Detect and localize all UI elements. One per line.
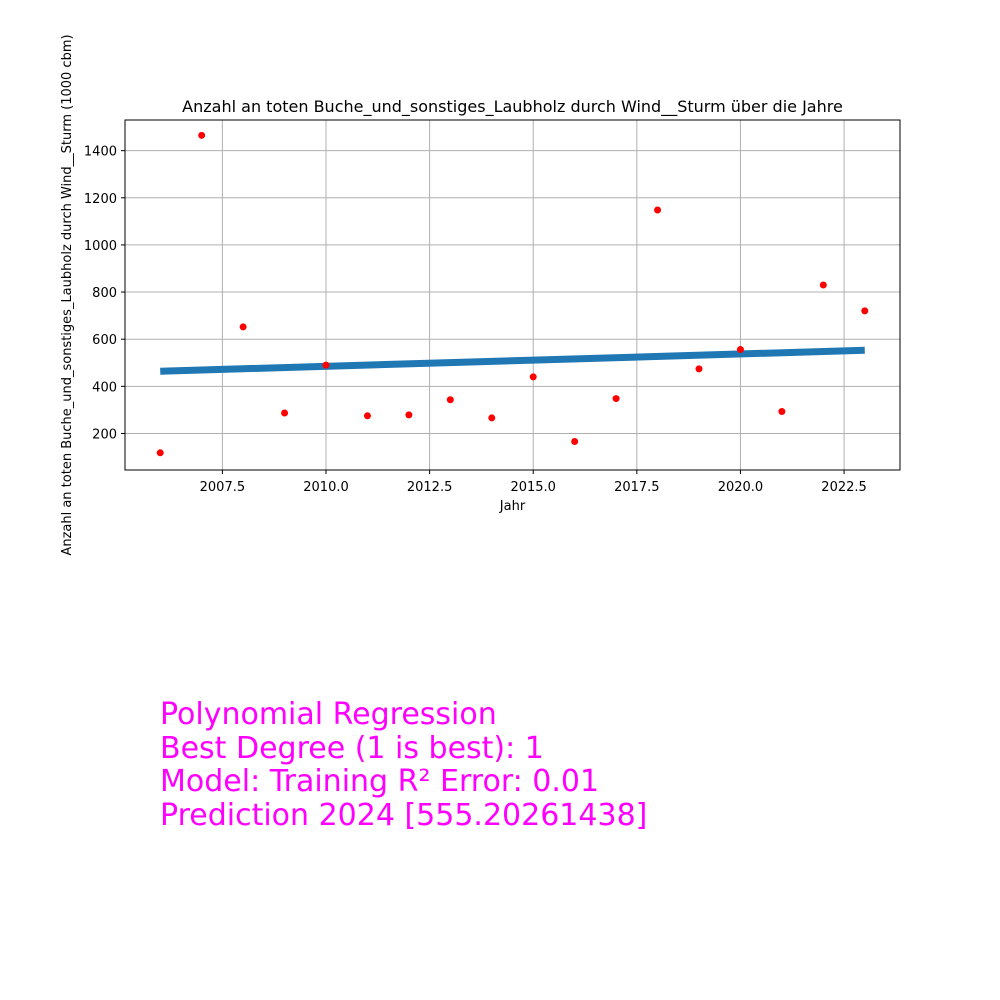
summary-prediction: Prediction 2024 [555.20261438] [160, 797, 648, 833]
data-point [612, 395, 620, 403]
data-point [695, 365, 703, 373]
x-tick-label: 2010.0 [303, 480, 349, 495]
y-tick-label: 1400 [84, 145, 117, 160]
data-point [156, 449, 164, 457]
model-summary: Polynomial Regression Best Degree (1 is … [160, 698, 647, 832]
chart-title: Anzahl an toten Buche_und_sonstiges_Laub… [182, 97, 843, 117]
y-tick-label: 600 [92, 333, 117, 348]
data-point [529, 373, 537, 381]
y-tick-label: 400 [92, 380, 117, 395]
data-point [778, 408, 786, 416]
y-tick-label: 200 [92, 427, 117, 442]
data-point [488, 414, 496, 422]
x-tick-label: 2012.5 [407, 480, 453, 495]
regression-line [160, 346, 865, 375]
data-point [861, 307, 869, 315]
x-tick-label: 2022.5 [821, 480, 867, 495]
data-point [736, 346, 744, 354]
data-point [322, 361, 330, 369]
regression-series [160, 346, 865, 375]
y-tick-label: 800 [92, 286, 117, 301]
data-point [571, 437, 579, 445]
x-tick-label: 2007.5 [200, 480, 246, 495]
x-axis: 2007.5 2010.0 2012.5 2015.0 2017.5 2020.0 2022… [200, 470, 867, 495]
data-point [198, 131, 206, 139]
data-point [654, 206, 662, 214]
scatter-series [156, 131, 869, 457]
data-point [239, 323, 247, 331]
summary-best-degree: Best Degree (1 is best): 1 [160, 730, 544, 766]
data-point [405, 411, 413, 419]
y-tick-label: 1000 [84, 239, 117, 254]
y-axis-label: Anzahl an toten Buche_und_sonstiges_Laub… [60, 34, 75, 555]
summary-method: Polynomial Regression [160, 697, 497, 732]
x-tick-label: 2020.0 [718, 480, 764, 495]
data-point [281, 409, 289, 417]
data-point [363, 412, 371, 420]
data-point [446, 396, 454, 404]
y-axis: 200 400 600 800 1000 1200 1400 [84, 145, 125, 442]
x-axis-label: Jahr [499, 499, 526, 514]
summary-training-error: Model: Training R² Error: 0.01 [160, 764, 600, 799]
y-tick-label: 1200 [84, 192, 117, 207]
x-tick-label: 2017.5 [614, 480, 660, 495]
plot-frame [124, 119, 901, 471]
x-tick-label: 2015.0 [510, 480, 556, 495]
data-point [819, 281, 827, 289]
grid [125, 120, 900, 470]
